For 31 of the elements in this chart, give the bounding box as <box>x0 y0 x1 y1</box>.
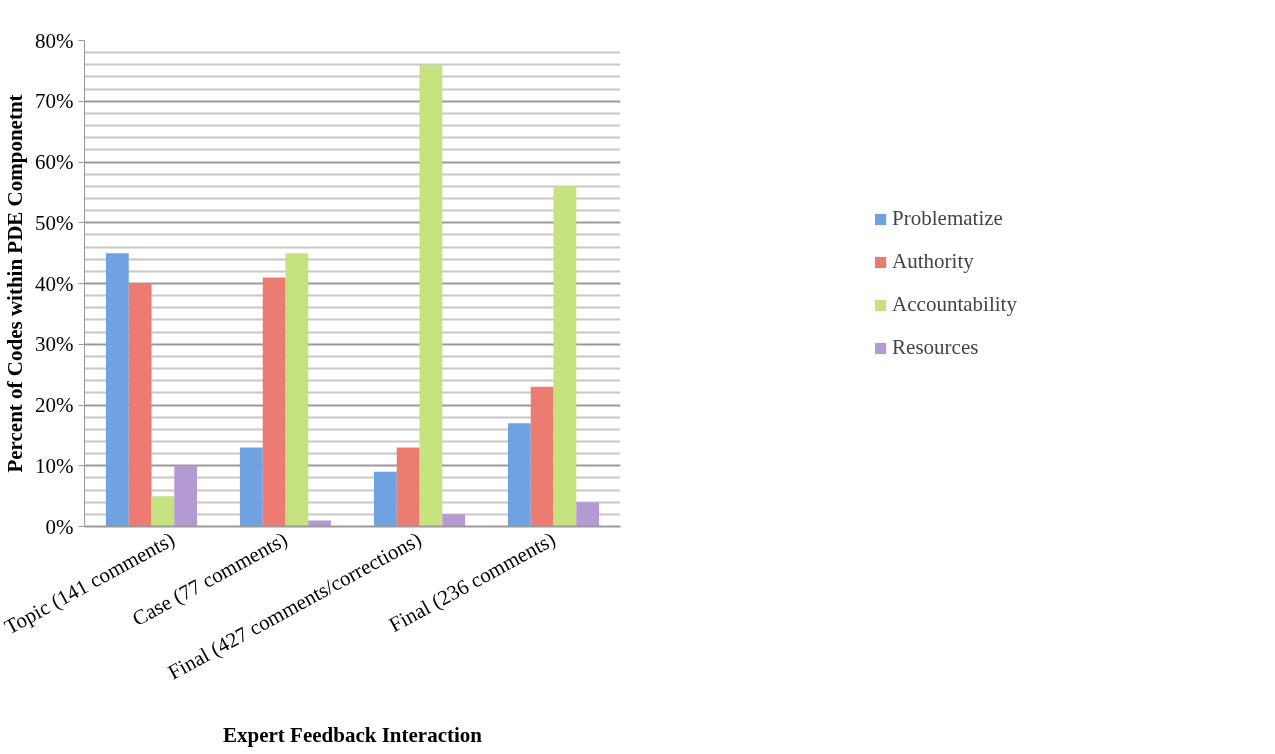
bar <box>308 520 332 527</box>
y-tick-label: 10% <box>35 453 74 478</box>
x-axis-title: Expert Feedback Interaction <box>223 723 483 748</box>
bar <box>174 465 198 527</box>
bar <box>507 423 531 527</box>
bar <box>396 447 420 527</box>
bar <box>530 386 554 527</box>
y-tick-label: 50% <box>35 210 74 235</box>
bar <box>262 277 286 527</box>
y-tick-label: 40% <box>35 271 74 296</box>
y-tick-label: 30% <box>35 332 74 357</box>
bar <box>151 496 175 527</box>
bar <box>128 283 152 527</box>
legend-label: Authority <box>892 249 974 274</box>
bar <box>576 502 600 527</box>
legend-label: Problematize <box>892 206 1003 231</box>
y-tick-label: 60% <box>35 150 74 174</box>
bar <box>285 253 309 527</box>
y-tick-label: 0% <box>45 514 74 539</box>
y-axis-title: Percent of Codes within PDE Componetnt <box>3 94 28 473</box>
bar <box>419 64 443 527</box>
bar <box>442 514 466 527</box>
bar <box>239 447 263 527</box>
y-tick-label: 70% <box>35 89 74 114</box>
y-tick-label: 80% <box>35 28 74 53</box>
bar <box>553 186 577 527</box>
y-tick-label: 20% <box>35 393 74 417</box>
legend-label: Resources <box>892 335 979 360</box>
legend-label: Accountability <box>892 292 1017 317</box>
bar <box>105 253 129 527</box>
bar <box>373 471 397 527</box>
